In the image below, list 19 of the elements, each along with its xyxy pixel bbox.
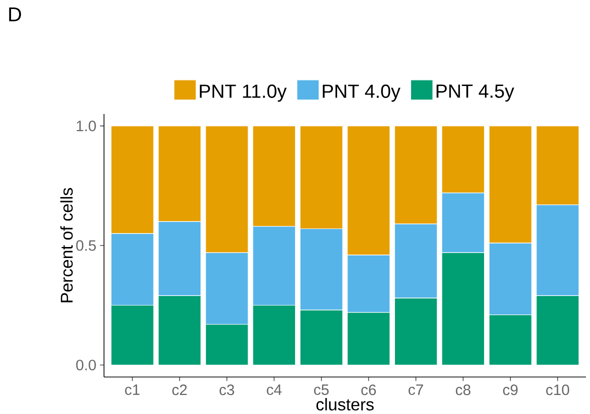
x-tick-label: c9 (503, 384, 518, 396)
x-tick-label: c1 (125, 384, 140, 395)
x-tick-label: c5 (314, 384, 329, 395)
x-tick-label: c7 (408, 384, 424, 395)
y-tick-label: 1.0 (76, 120, 96, 132)
x-tick-label: c10 (546, 384, 570, 396)
y-axis-title: Percent of cells (60, 188, 73, 302)
x-tick-label: c8 (456, 384, 470, 396)
legend-label: PNT 4.0y (322, 84, 400, 102)
x-tick-label: c2 (172, 384, 187, 396)
x-tick-label: c3 (220, 384, 234, 396)
chart-title: D (9, 8, 22, 22)
legend-label: PNT 11.0y (200, 84, 287, 102)
x-tick-label: c6 (361, 384, 376, 396)
y-tick-label: 0.0 (76, 360, 96, 370)
y-tick-label: 0.5 (76, 240, 96, 251)
x-tick-label: c4 (266, 384, 282, 395)
legend-label: PNT 4.5y (436, 84, 514, 102)
x-axis-title: clusters (316, 398, 374, 410)
